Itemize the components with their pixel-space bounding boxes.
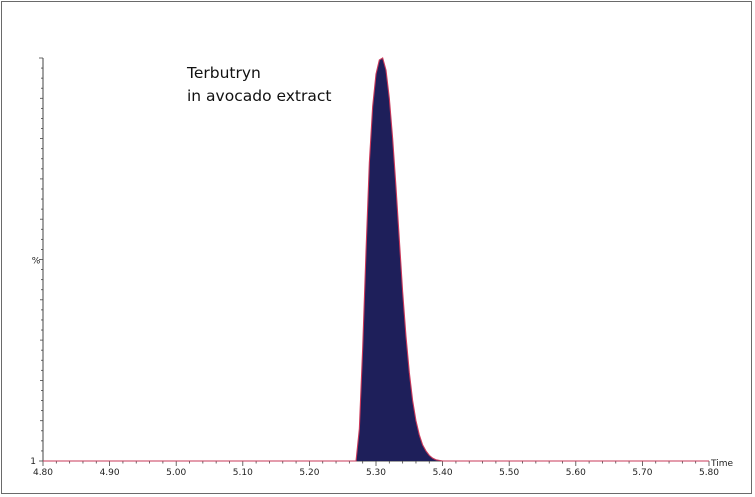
annotation-line-1: Terbutryn — [186, 64, 261, 82]
x-tick-label: 5.10 — [233, 468, 253, 478]
y-tick-label: 1 — [30, 457, 36, 467]
tick-labels: 4.80 4.90 5.00 5.10 5.20 5.30 5.40 5.50 5.60 5.70… — [30, 257, 733, 479]
y-axis-label: % — [32, 257, 41, 267]
x-tick-label: 5.60 — [566, 468, 586, 478]
peak-area-0 — [43, 58, 709, 461]
annotation-line-2: in avocado extract — [187, 87, 331, 105]
plot-area — [43, 57, 709, 462]
x-tick-label: 5.80 — [699, 468, 719, 478]
x-tick-label: 5.30 — [366, 468, 386, 478]
x-tick-label: 5.20 — [299, 468, 319, 478]
x-tick-label: 4.90 — [100, 468, 120, 478]
x-tick-label: 5.70 — [632, 468, 652, 478]
peak-outline-0 — [43, 57, 709, 462]
x-axis-label: Time — [710, 459, 733, 469]
x-tick-label: 4.80 — [33, 468, 53, 478]
x-tick-label: 5.00 — [166, 468, 186, 478]
x-tick-label: 5.40 — [433, 468, 453, 478]
x-tick-label: 5.50 — [499, 468, 519, 478]
